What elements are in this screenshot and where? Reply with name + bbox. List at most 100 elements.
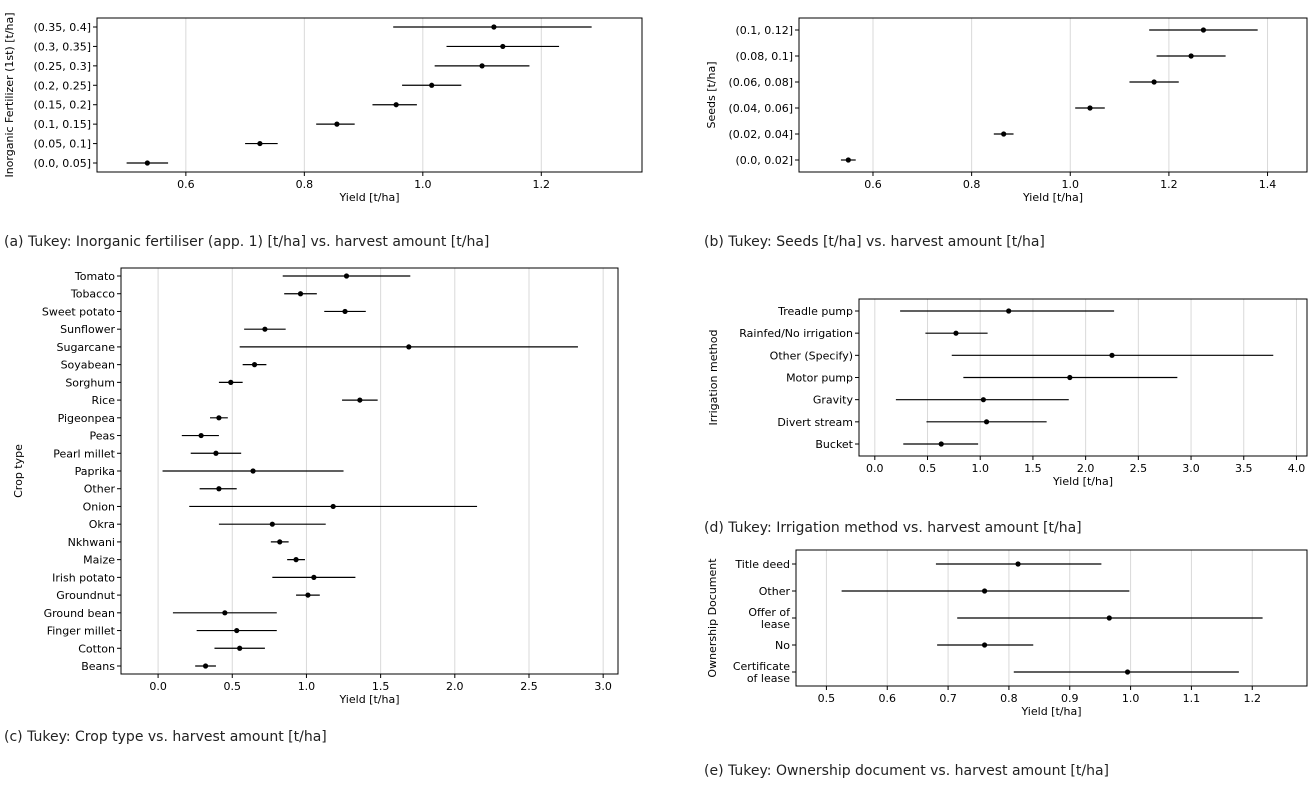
mean-point <box>1106 615 1112 621</box>
y-tick-label: Onion <box>83 500 115 513</box>
mean-point <box>1001 131 1007 137</box>
caption-a: (a) Tukey: Inorganic fertiliser (app. 1)… <box>4 234 490 250</box>
x-tick-label: 1.0 <box>1062 178 1080 191</box>
mean-point <box>1200 27 1207 33</box>
y-axis-label: Irrigation method <box>707 330 720 426</box>
y-tick-label: Cotton <box>78 642 115 655</box>
mean-point <box>1124 669 1131 675</box>
plot-frame <box>96 17 643 173</box>
mean-point <box>257 140 263 147</box>
x-tick-label: 1.1 <box>1183 692 1201 705</box>
x-tick-label: 1.5 <box>1024 462 1042 475</box>
x-tick-label: 3.0 <box>594 680 612 693</box>
mean-point <box>1109 352 1115 358</box>
y-tick-label: Pigeonpea <box>58 412 115 425</box>
x-tick-label: 0.9 <box>1061 692 1079 705</box>
mean-point <box>343 273 350 279</box>
mean-point <box>144 160 150 166</box>
y-tick-label: (0.25, 0.3] <box>33 60 91 73</box>
mean-point <box>357 397 363 403</box>
mean-point <box>228 379 234 385</box>
x-tick-label: 1.0 <box>971 462 989 475</box>
y-axis-label: Ownership Document <box>706 558 719 678</box>
y-axis-label: Inorganic Fertilizer (1st) [t/ha] <box>3 12 16 177</box>
mean-point <box>213 450 219 456</box>
mean-point <box>342 308 348 315</box>
caption-b: (b) Tukey: Seeds [t/ha] vs. harvest amou… <box>704 234 1045 250</box>
y-tick-label: Title deed <box>734 558 790 571</box>
y-tick-label: Beans <box>81 660 115 673</box>
y-tick-label: No <box>775 639 790 652</box>
mean-point <box>305 592 311 598</box>
y-tick-label: (0.06, 0.08] <box>728 76 793 89</box>
mean-point <box>330 503 336 510</box>
mean-point <box>938 441 944 447</box>
y-tick-label: (0.0, 0.02] <box>735 154 793 167</box>
panel-e-ownership-chart: 0.5 0.6 0.7 0.8 0.9 1.0 1.1 1.2 Title deed Other O… <box>706 549 1308 718</box>
y-tick-label: Motor pump <box>786 372 853 385</box>
x-axis-label: Yield [t/ha] <box>1020 705 1081 718</box>
y-tick-label: Soyabean <box>61 359 115 372</box>
mean-point <box>216 486 222 492</box>
y-tick-label: Other <box>759 585 791 598</box>
mean-point <box>202 663 209 669</box>
x-tick-label: 0.5 <box>818 692 836 705</box>
x-tick-label: 1.2 <box>533 178 551 191</box>
y-tick-label: (0.1, 0.12] <box>735 24 793 37</box>
y-tick-label: Tomato <box>74 270 115 283</box>
mean-point <box>491 24 497 30</box>
mean-point <box>277 539 283 545</box>
x-tick-label: 0.7 <box>939 692 957 705</box>
mean-point <box>234 627 240 634</box>
mean-point <box>479 63 485 69</box>
y-tick-label: Groundnut <box>56 589 115 602</box>
y-tick-label: Finger millet <box>47 625 116 638</box>
y-tick-label: (0.08, 0.1] <box>735 50 793 63</box>
x-tick-label: 2.0 <box>1077 462 1095 475</box>
y-tick-label: Bucket <box>815 438 853 451</box>
y-tick-label: Offer of lease <box>748 606 791 631</box>
mean-point <box>297 291 304 297</box>
x-tick-label: 1.2 <box>1244 692 1262 705</box>
x-tick-label: 1.5 <box>372 680 390 693</box>
y-tick-label: Rainfed/No irrigation <box>739 327 853 340</box>
y-axis-label: Seeds [t/ha] <box>705 61 718 128</box>
mean-point <box>981 642 988 648</box>
x-tick-label: 2.5 <box>1130 462 1148 475</box>
caption-d: (d) Tukey: Irrigation method vs. harvest… <box>704 520 1082 536</box>
y-tick-label: Gravity <box>813 394 854 407</box>
y-tick-label: Peas <box>90 430 116 443</box>
y-tick-label: Other (Specify) <box>770 349 853 362</box>
mean-point <box>393 102 399 108</box>
caption-e: (e) Tukey: Ownership document vs. harves… <box>704 763 1110 779</box>
y-tick-label: Treadle pump <box>777 305 853 318</box>
y-tick-label: Sweet potato <box>42 305 115 318</box>
y-tick-label: Other <box>84 483 116 496</box>
mean-point <box>237 645 243 651</box>
panel-b-seeds-chart: 0.6 0.8 1.0 1.2 1.4 (0.1, 0.12] (0.08, 0.1] (0.… <box>705 17 1308 204</box>
panel-d-irrigation-chart: 0.0 0.5 1.0 1.5 2.0 2.5 3.0 3.5 4.0 Treadle pump R… <box>707 298 1308 488</box>
x-tick-label: 1.0 <box>298 680 316 693</box>
x-tick-label: 0.0 <box>866 462 884 475</box>
y-tick-label: Rice <box>91 394 115 407</box>
x-tick-label: 0.8 <box>296 178 314 191</box>
plot-frame <box>798 17 1308 173</box>
x-tick-label: 1.2 <box>1160 178 1178 191</box>
panel-a-fertilizer-chart: 0.6 0.8 1.0 1.2 (0.35, 0.4] (0.3, 0.35] (0.25,… <box>3 12 643 204</box>
x-tick-label: 0.8 <box>1000 692 1018 705</box>
y-tick-label: Certificate of lease <box>733 660 790 685</box>
y-tick-label: (0.3, 0.35] <box>33 40 91 53</box>
y-tick-label: (0.2, 0.25] <box>33 79 91 92</box>
mean-point <box>1151 79 1157 85</box>
y-tick-label: (0.0, 0.05] <box>33 157 91 170</box>
x-tick-label: 3.5 <box>1235 462 1253 475</box>
mean-point <box>293 557 299 563</box>
mean-point <box>980 397 986 403</box>
mean-point <box>1087 105 1093 111</box>
mean-point <box>983 419 990 425</box>
x-tick-label: 0.6 <box>864 178 882 191</box>
mean-point <box>311 574 317 580</box>
y-tick-label: Ground bean <box>44 607 115 620</box>
mean-point <box>500 43 506 50</box>
y-tick-label: (0.05, 0.1] <box>33 138 91 151</box>
